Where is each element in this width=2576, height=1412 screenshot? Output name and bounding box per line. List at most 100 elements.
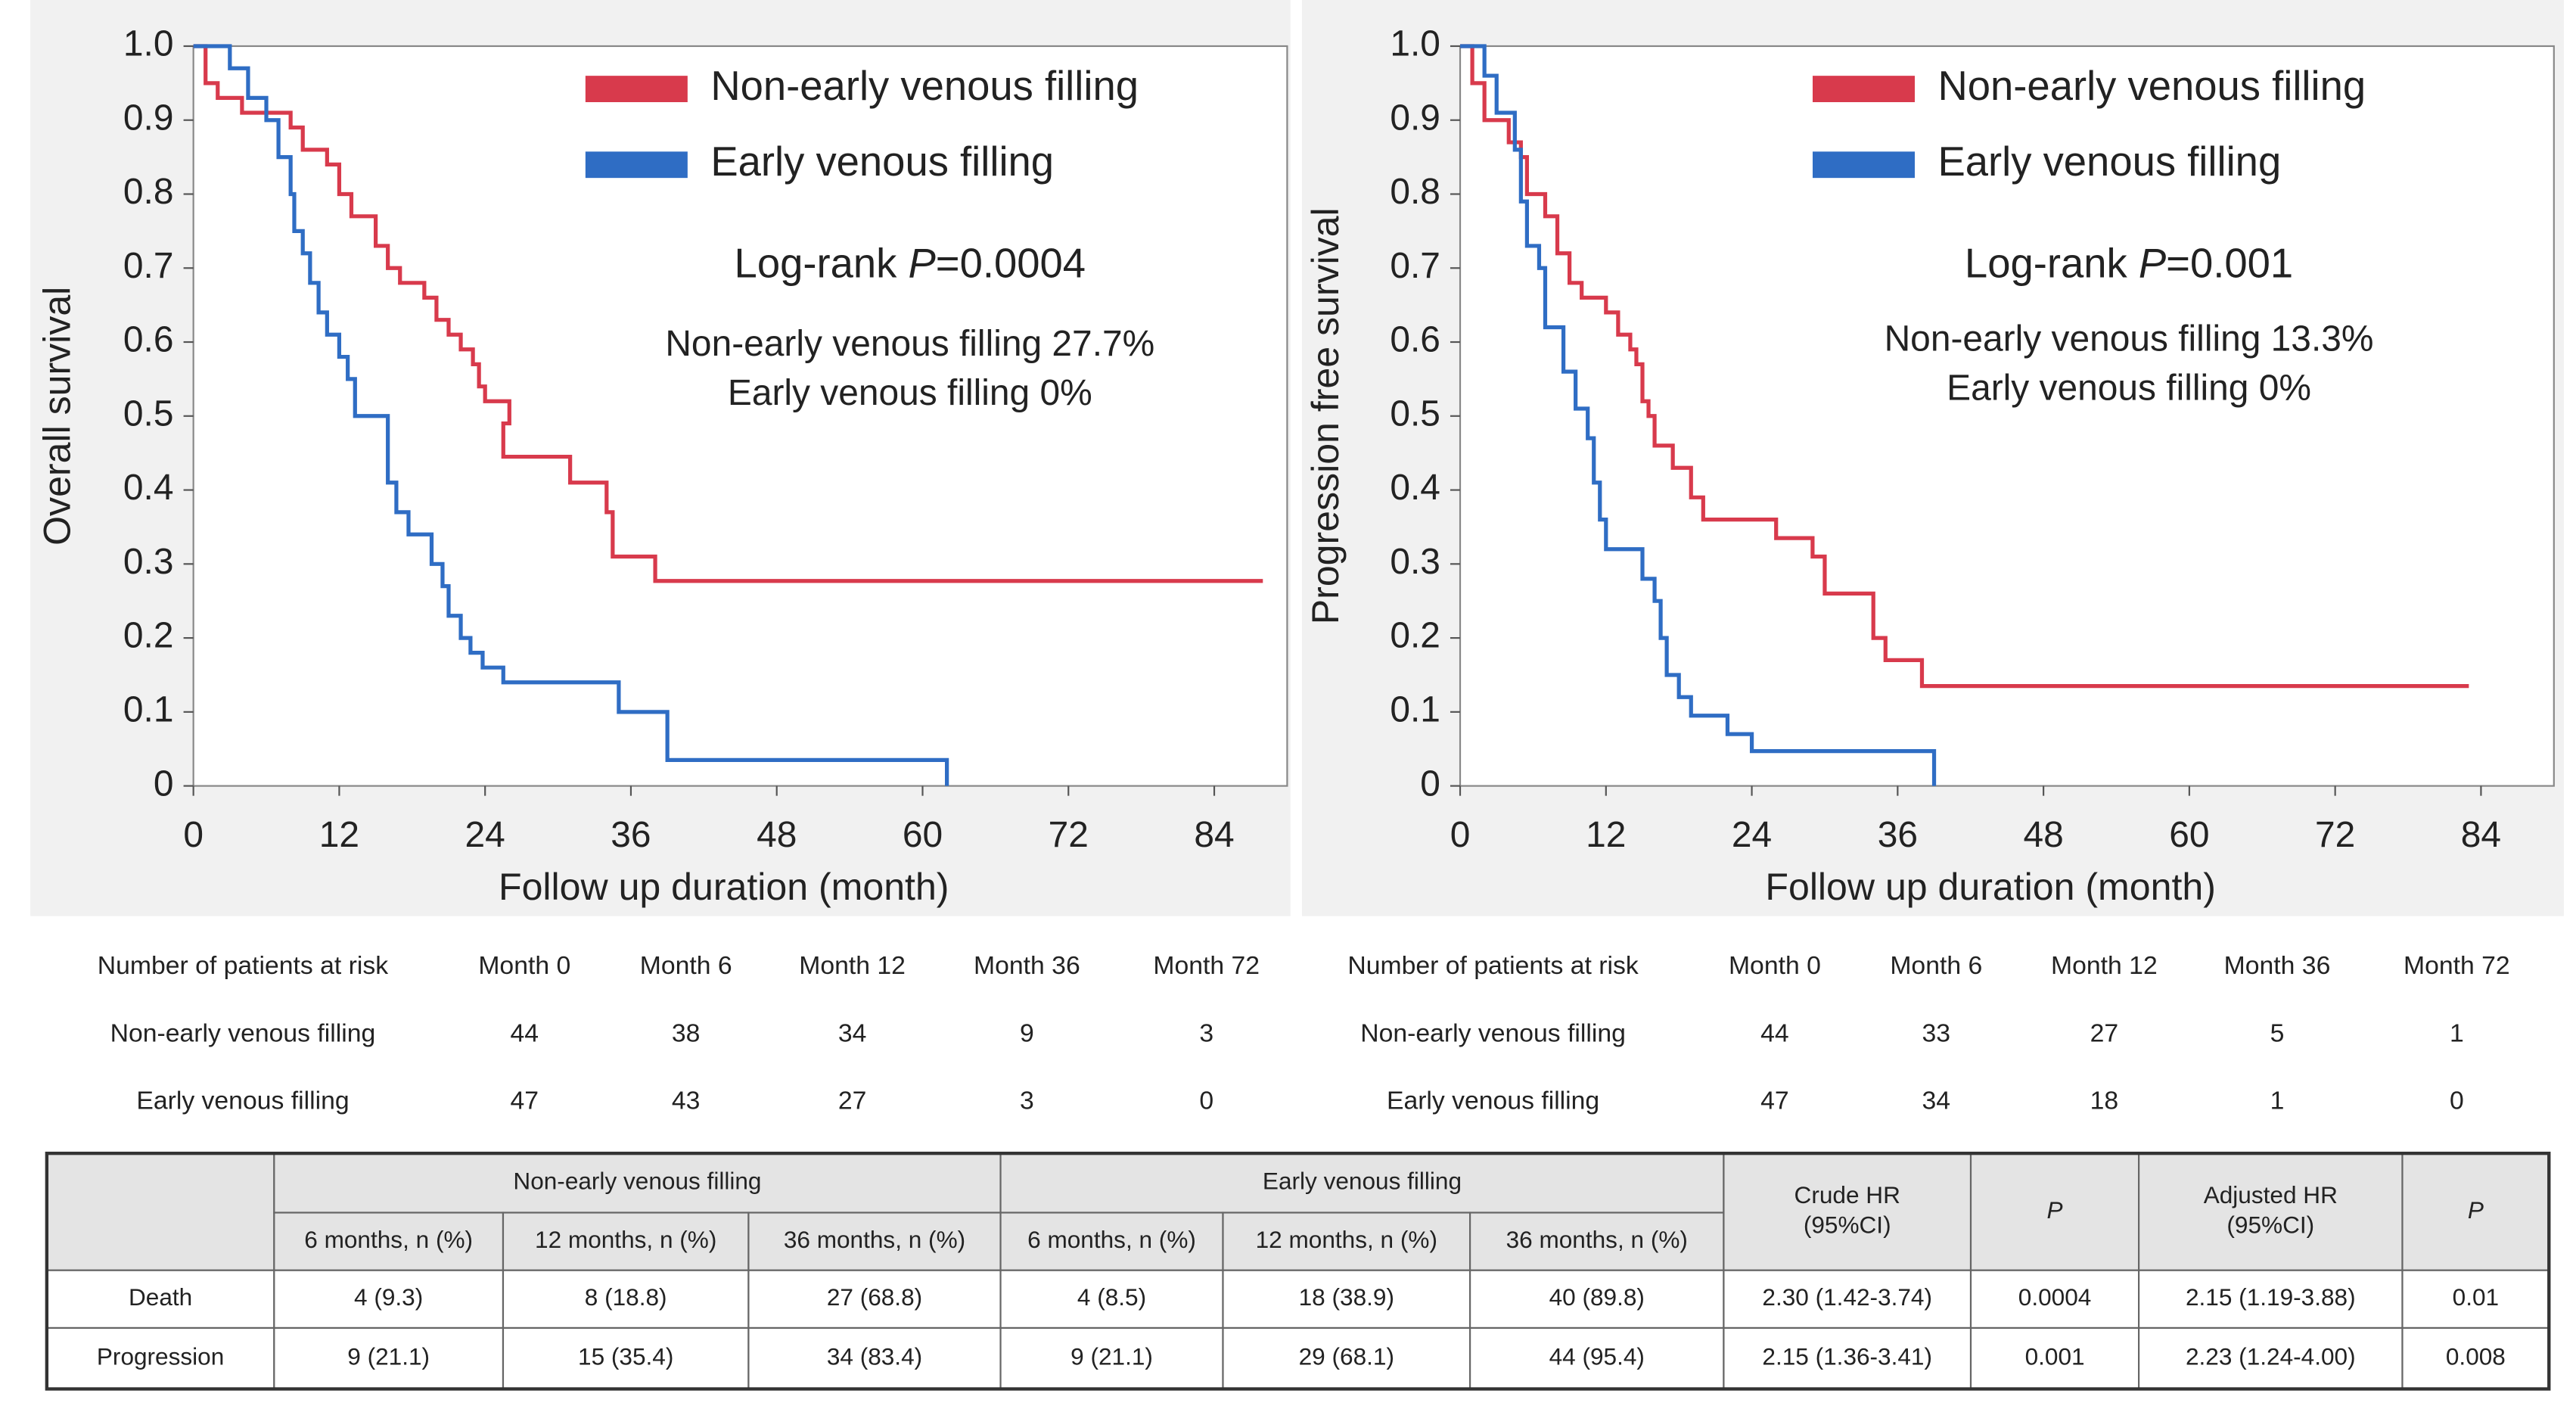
p-value: =0.0004 bbox=[936, 241, 1086, 287]
risk-value: 34 bbox=[1922, 1087, 1951, 1115]
annotation: Non-early venous filling 13.3% bbox=[1885, 319, 2374, 359]
risk-value: 3 bbox=[1199, 1019, 1213, 1047]
table-text: 36 months, n (%) bbox=[1506, 1226, 1688, 1253]
y-tick-label: 0.8 bbox=[1390, 172, 1440, 212]
risk-column: Month 0 bbox=[1729, 951, 1821, 980]
table-cell bbox=[273, 1269, 505, 1330]
table-cell bbox=[2138, 1269, 2404, 1330]
table-text: Early venous filling bbox=[1263, 1168, 1462, 1195]
y-tick-label: 0.3 bbox=[123, 542, 174, 582]
table-text: 0.0004 bbox=[2018, 1283, 2092, 1311]
table-text: Crude HR bbox=[1794, 1181, 1900, 1208]
survival-curve bbox=[193, 44, 949, 786]
table-text: 8 (18.8) bbox=[585, 1283, 667, 1311]
table-text: 6 months, n (%) bbox=[1027, 1226, 1196, 1253]
table-text: 12 months, n (%) bbox=[1256, 1226, 1437, 1253]
y-tick-label: 0.2 bbox=[1390, 616, 1440, 656]
table-cell bbox=[747, 1211, 1002, 1271]
risk-column: Month 6 bbox=[640, 951, 732, 980]
log-rank-prefix: Log-rank bbox=[735, 241, 909, 287]
x-tick-label: 0 bbox=[183, 815, 204, 855]
table-text: 4 (9.3) bbox=[354, 1283, 423, 1311]
x-tick-label: 72 bbox=[2315, 815, 2355, 855]
x-tick-label: 24 bbox=[1732, 815, 1772, 855]
table-text: P bbox=[2047, 1196, 2063, 1224]
table-text: 2.23 (1.24-4.00) bbox=[2186, 1343, 2356, 1370]
p-value: =0.001 bbox=[2166, 241, 2293, 287]
x-tick-label: 84 bbox=[2461, 815, 2501, 855]
legend-swatch bbox=[585, 76, 688, 102]
risk-value: 44 bbox=[1760, 1019, 1789, 1047]
table-border bbox=[45, 1151, 2551, 1391]
risk-value: 0 bbox=[2450, 1087, 2464, 1115]
table-cell bbox=[2401, 1326, 2550, 1390]
legend-label: Early venous filling bbox=[710, 138, 1054, 185]
x-tick-label: 84 bbox=[1194, 815, 1234, 855]
table-cell bbox=[273, 1326, 505, 1390]
table-text: 0.001 bbox=[2025, 1343, 2085, 1370]
table-text: 29 (68.1) bbox=[1299, 1343, 1394, 1370]
table-cell bbox=[1469, 1269, 1725, 1330]
y-tick-label: 0.1 bbox=[123, 689, 174, 729]
y-tick-label: 0.2 bbox=[123, 616, 174, 656]
table-cell bbox=[747, 1269, 1002, 1330]
risk-title: Number of patients at risk bbox=[1347, 951, 1638, 980]
risk-row-label: Non-early venous filling bbox=[1360, 1019, 1626, 1047]
y-tick-label: 0.5 bbox=[1390, 393, 1440, 434]
y-tick-label: 0.9 bbox=[123, 98, 174, 138]
table-text: 27 (68.8) bbox=[827, 1283, 922, 1311]
risk-column: Month 72 bbox=[1153, 951, 1260, 980]
table-cell bbox=[2401, 1152, 2550, 1271]
log-rank: Log-rank P=0.0004 bbox=[735, 241, 1086, 287]
table-text: 0.008 bbox=[2446, 1343, 2506, 1370]
table-text: 6 months, n (%) bbox=[304, 1226, 473, 1253]
table-text: Death bbox=[129, 1283, 192, 1311]
risk-value: 1 bbox=[2450, 1019, 2464, 1047]
y-tick-label: 0.6 bbox=[123, 320, 174, 360]
table-text: 40 (89.8) bbox=[1549, 1283, 1645, 1311]
risk-value: 27 bbox=[838, 1087, 867, 1115]
x-tick-label: 36 bbox=[611, 815, 651, 855]
table-cell bbox=[1222, 1211, 1471, 1271]
y-tick-label: 0.7 bbox=[123, 246, 174, 286]
legend-label: Early venous filling bbox=[1937, 138, 2281, 185]
table-text: 4 (8.5) bbox=[1077, 1283, 1146, 1311]
y-tick-label: 0 bbox=[154, 764, 174, 804]
x-tick-label: 0 bbox=[1450, 815, 1471, 855]
table-text: 0.01 bbox=[2453, 1283, 2499, 1311]
table-text: 18 (38.9) bbox=[1299, 1283, 1394, 1311]
table-cell bbox=[999, 1211, 1224, 1271]
risk-value: 0 bbox=[1199, 1087, 1213, 1115]
risk-column: Month 12 bbox=[2051, 951, 2158, 980]
risk-value: 38 bbox=[672, 1019, 701, 1047]
risk-column: Month 72 bbox=[2404, 951, 2510, 980]
x-tick-label: 12 bbox=[1586, 815, 1626, 855]
x-tick-label: 60 bbox=[2169, 815, 2209, 855]
risk-value: 43 bbox=[672, 1087, 701, 1115]
legend-label: Non-early venous filling bbox=[1937, 63, 2366, 109]
p-symbol: P bbox=[908, 241, 935, 287]
legend-swatch bbox=[1812, 76, 1915, 102]
x-tick-label: 72 bbox=[1049, 815, 1089, 855]
y-tick-label: 0.4 bbox=[123, 468, 174, 508]
y-axis-label: Progression free survival bbox=[1304, 207, 1347, 624]
annotation: Early venous filling 0% bbox=[1947, 369, 2311, 409]
table-text: 44 (95.4) bbox=[1549, 1343, 1645, 1370]
p-symbol: P bbox=[2139, 241, 2166, 287]
y-tick-label: 1.0 bbox=[1390, 24, 1440, 64]
risk-value: 9 bbox=[1020, 1019, 1034, 1047]
table-text: Progression bbox=[97, 1343, 224, 1370]
risk-value: 18 bbox=[2090, 1087, 2119, 1115]
y-tick-label: 0.1 bbox=[1390, 689, 1440, 729]
table-cell bbox=[45, 1152, 275, 1271]
table-text: 12 months, n (%) bbox=[535, 1226, 716, 1253]
risk-value: 33 bbox=[1922, 1019, 1951, 1047]
table-cell bbox=[1723, 1269, 1972, 1330]
log-rank-prefix: Log-rank bbox=[1965, 241, 2139, 287]
risk-value: 47 bbox=[511, 1087, 539, 1115]
plot-area bbox=[1459, 45, 2555, 787]
risk-row-label: Early venous filling bbox=[136, 1087, 349, 1115]
table-text: (95%CI) bbox=[2226, 1211, 2314, 1238]
legend-swatch bbox=[1812, 151, 1915, 179]
